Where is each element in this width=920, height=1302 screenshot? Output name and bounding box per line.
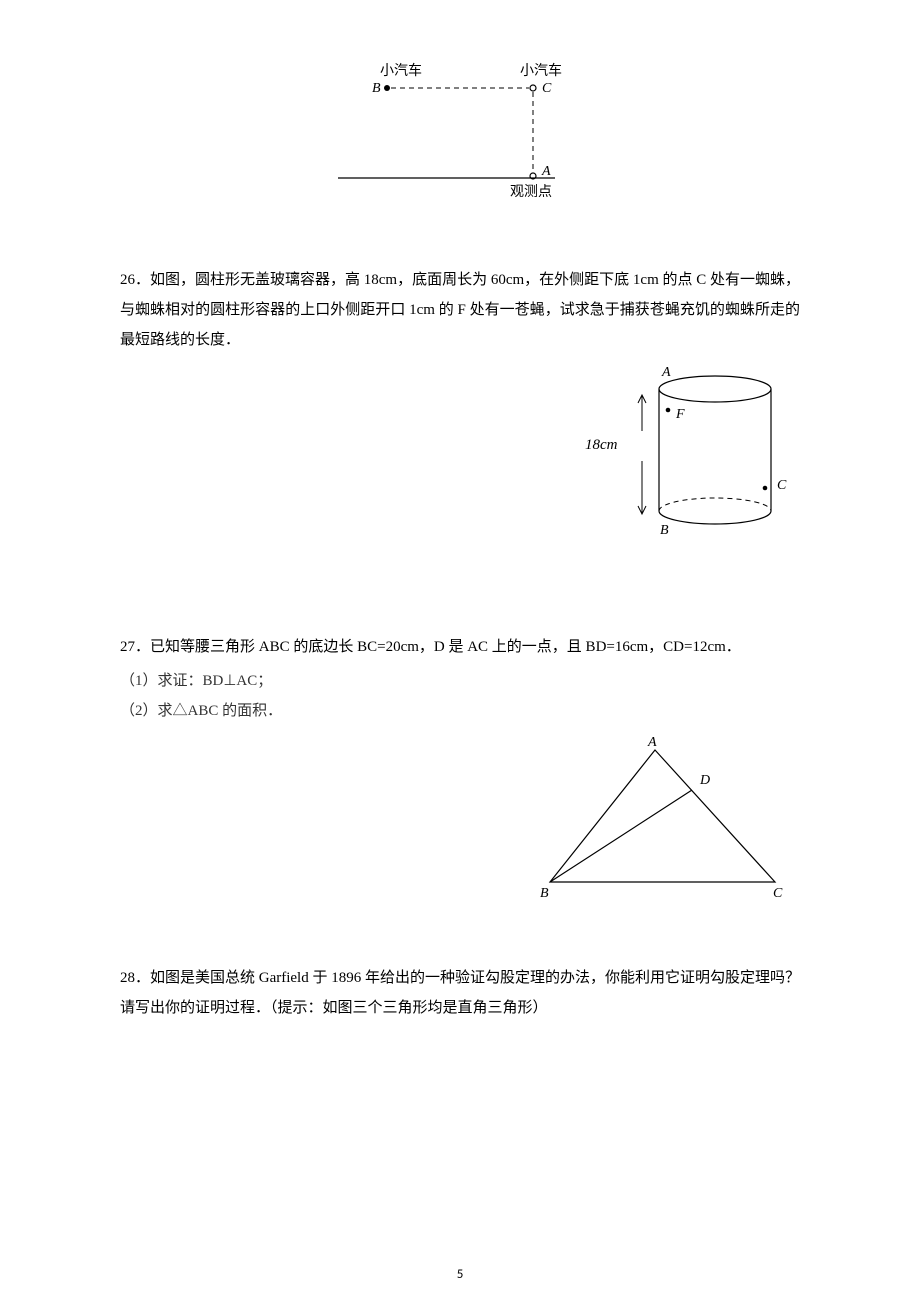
label-18cm: 18cm [585,437,618,453]
tri-D: D [699,773,710,788]
figure-car-diagram: 小汽车 小汽车 B C A 观测点 [120,60,800,225]
cyl-C: C [777,478,787,493]
problem27-sub1: （1）求证：BD⊥AC； [120,666,800,696]
label-car-right: 小汽车 [520,62,562,79]
problem26-text: 26．如图，圆柱形无盖玻璃容器，高 18cm，底面周长为 60cm，在外侧距下底… [120,265,800,355]
problem27-text: 27．已知等腰三角形 ABC 的底边长 BC=20cm，D 是 AC 上的一点，… [120,632,800,662]
label-C: C [542,81,552,96]
label-B: B [372,81,381,96]
cyl-A: A [661,365,671,380]
tri-B: B [540,886,549,901]
cyl-B: B [660,523,669,538]
problem27-sub2: （2）求△ABC 的面积． [120,696,800,726]
label-obs: 观测点 [510,184,552,200]
problem28-text: 28．如图是美国总统 Garfield 于 1896 年给出的一种验证勾股定理的… [120,963,800,1023]
figure-cylinder: 18cm A F C B [120,361,800,556]
cylinder-svg: 18cm A F C B [540,361,800,551]
car-diagram-svg: 小汽车 小汽车 B C A 观测点 [330,60,590,220]
label-car-left: 小汽车 [380,62,422,79]
label-A: A [541,164,551,179]
cyl-F: F [675,407,685,422]
triangle-svg: A D B C [520,732,800,902]
page-number: 5 [0,1267,920,1282]
figure-triangle: A D B C [120,732,800,907]
tri-C: C [773,886,783,901]
tri-A: A [647,735,657,750]
